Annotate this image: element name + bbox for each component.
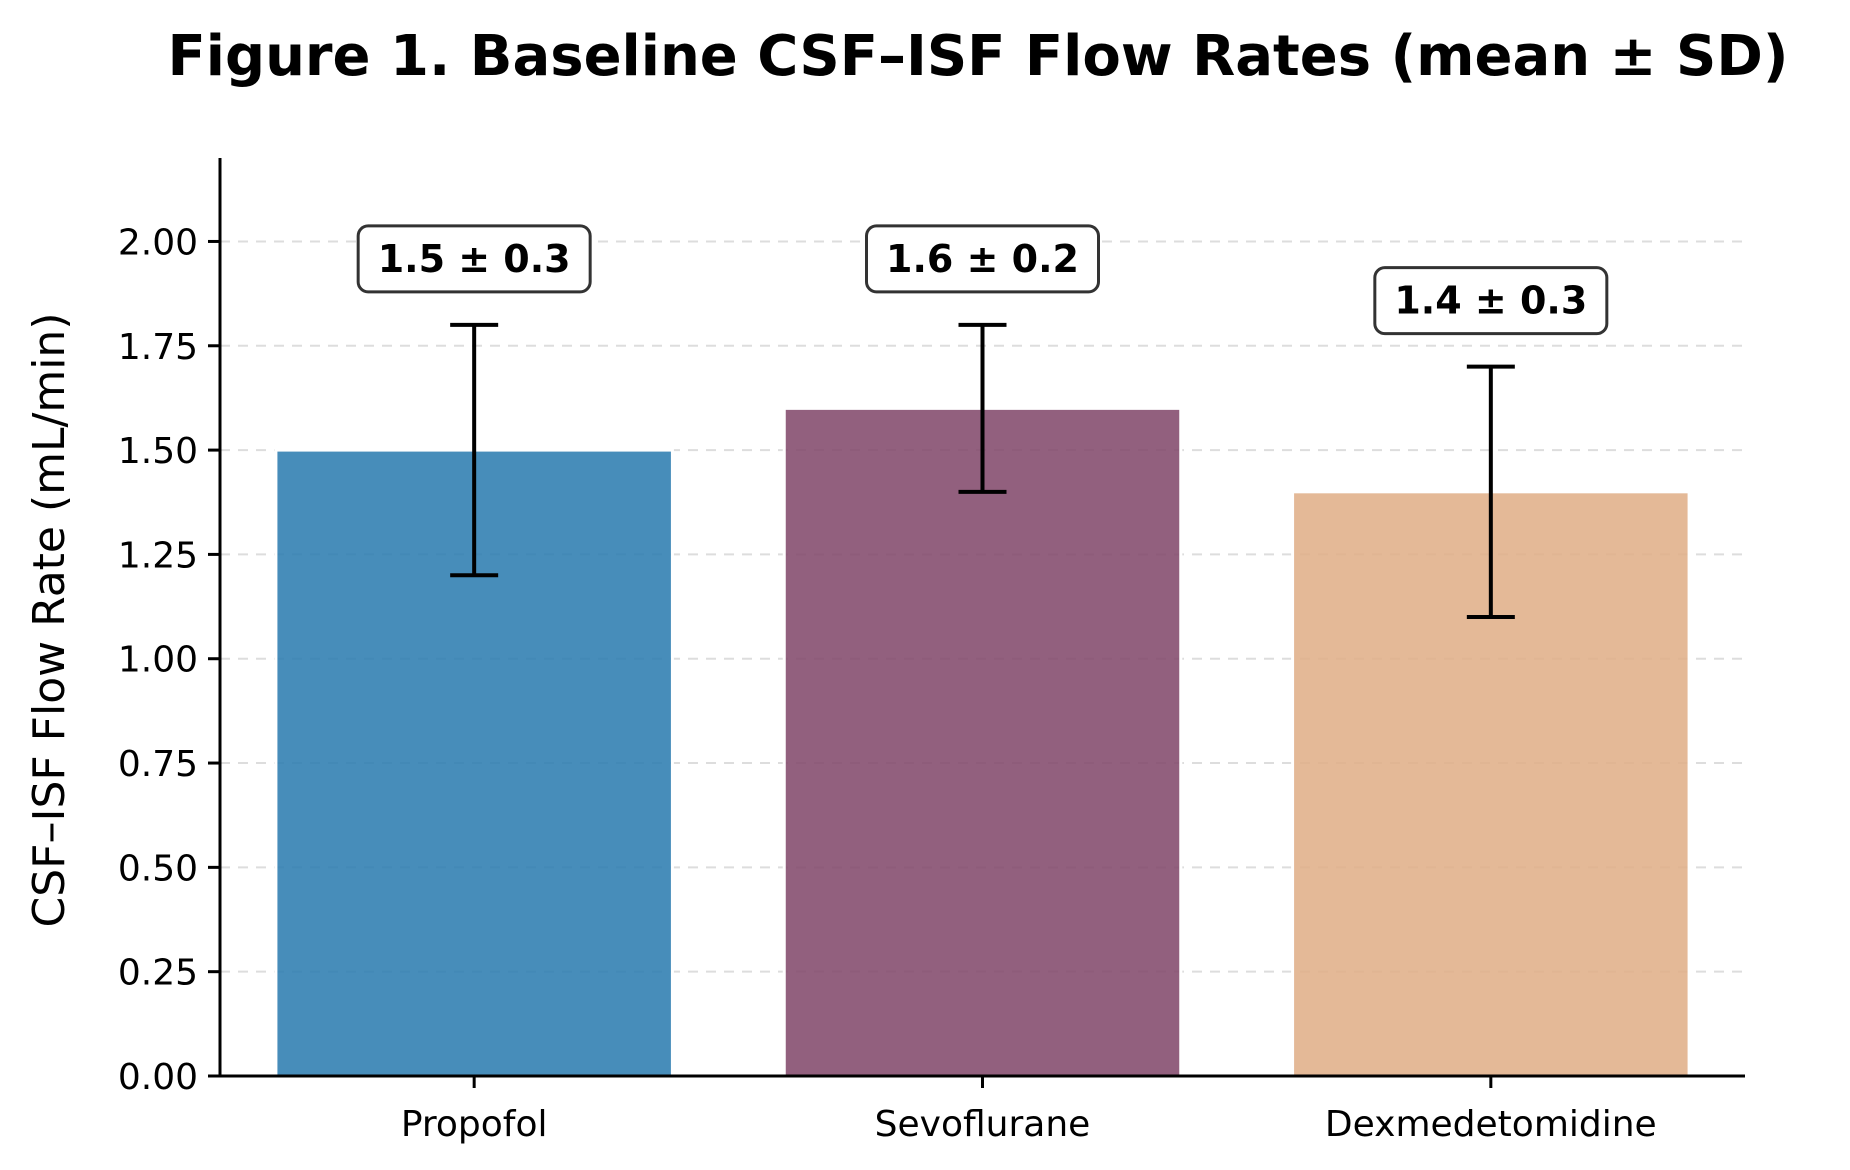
annotation-label-1: 1.6 ± 0.2 <box>886 237 1079 281</box>
y-tick-label-8: 2.00 <box>118 222 198 263</box>
y-tick-label-4: 1.00 <box>118 640 198 681</box>
y-tick-label-5: 1.25 <box>118 535 198 576</box>
x-tick-label-1: Sevoflurane <box>875 1104 1091 1145</box>
annotation-box-0 <box>356 224 592 294</box>
bars <box>274 406 1691 1078</box>
y-tick-label-2: 0.50 <box>118 848 198 889</box>
y-tick-label-1: 0.25 <box>118 953 198 994</box>
annotation-box-2 <box>1373 266 1609 336</box>
y-tick-label-3: 0.75 <box>118 744 198 785</box>
x-tick-label-0: Propofol <box>401 1104 548 1145</box>
annotation-label-2: 1.4 ± 0.3 <box>1394 279 1587 323</box>
annotation-box-1 <box>865 224 1100 294</box>
y-tick-label-6: 1.50 <box>118 431 198 472</box>
annotation-label-0: 1.5 ± 0.3 <box>378 237 571 281</box>
x-tick-label-2: Dexmedetomidine <box>1325 1104 1657 1145</box>
chart-title: Figure 1. Baseline CSF–ISF Flow Rates (m… <box>168 24 1789 89</box>
bar-1 <box>782 406 1183 1078</box>
error-bars <box>450 322 1515 619</box>
axes: 0.00 0.25 0.50 0.75 1.00 1.25 1.50 1.75 2.00 Prop… <box>118 158 1745 1145</box>
y-axis-label: CSF–ISF Flow Rate (mL/min) <box>24 313 75 928</box>
y-tick-label-0: 0.00 <box>118 1057 198 1098</box>
value-annotations: 1.5 ± 0.3 1.6 ± 0.2 1.4 ± 0.3 <box>356 224 1609 336</box>
y-tick-label-7: 1.75 <box>118 327 198 368</box>
